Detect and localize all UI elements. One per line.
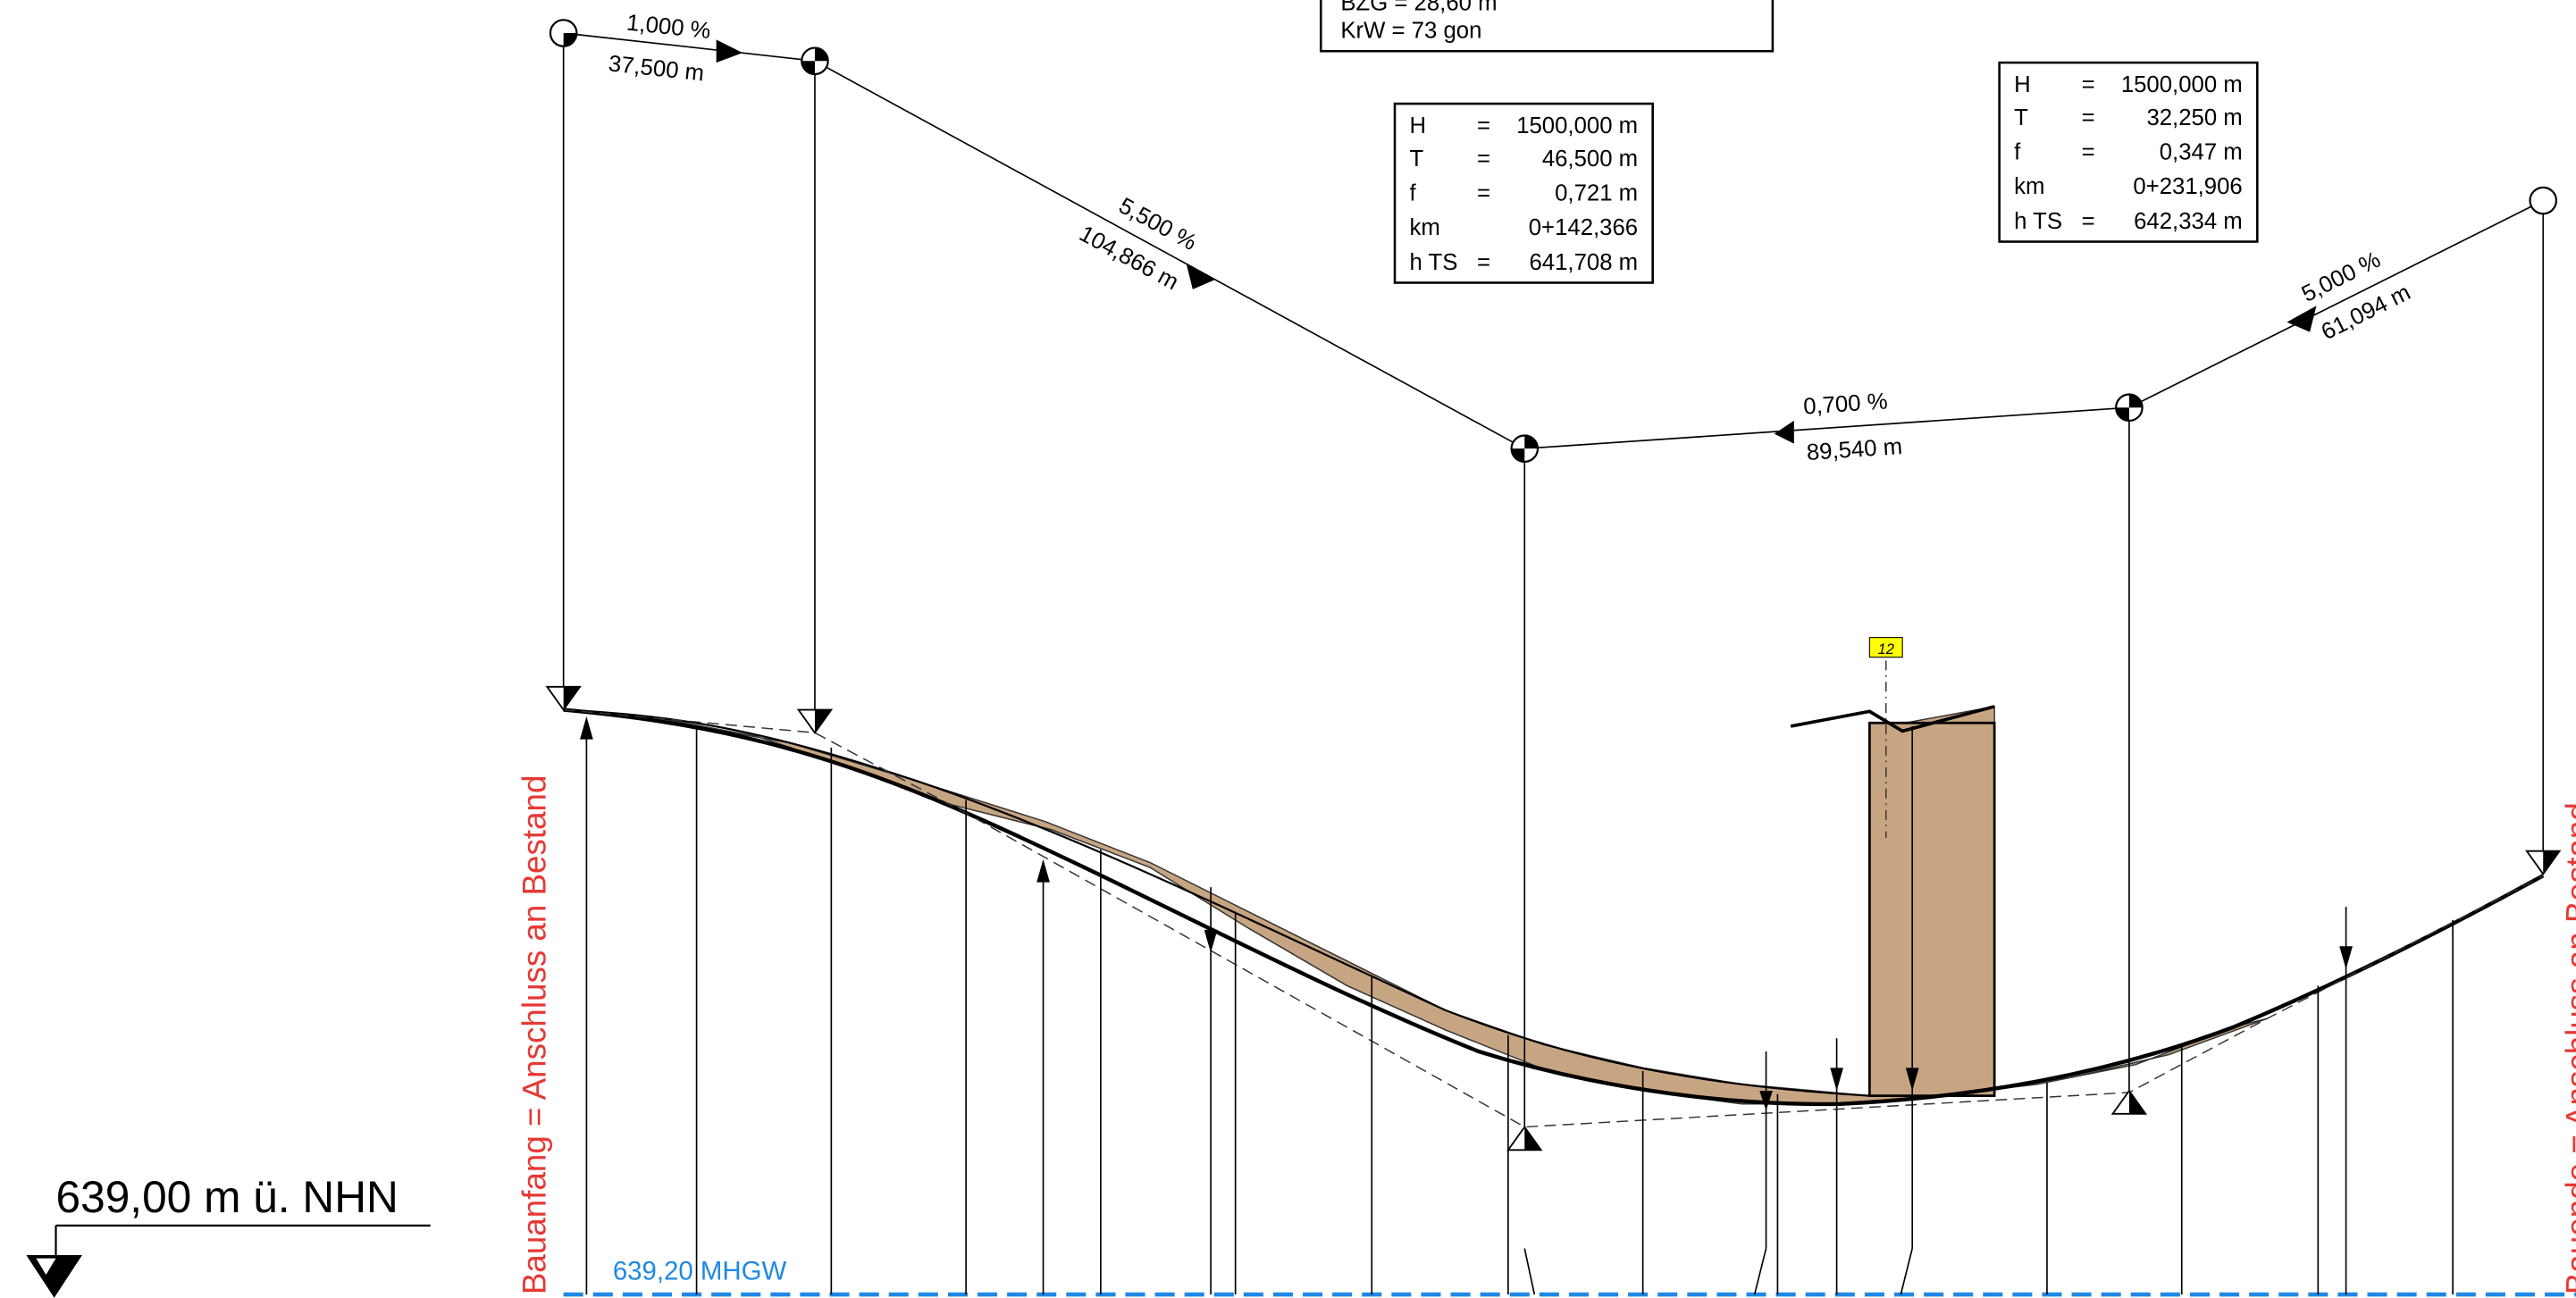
c1-key-0: H [1410,113,1427,138]
c1-val-3: 0+142,366 [1529,215,1638,240]
grade3-percent: 0,700 % [1802,389,1888,419]
c2-val-1: 32,250 m [2146,105,2242,130]
station-arrows [580,716,2353,1111]
curve-table-1: H T f km h TS = = = = 1500,000 m 46,500 … [1393,102,1654,284]
pvi-drop-lines [562,33,2545,1127]
grade1-percent: 1,000 % [625,10,712,44]
c2-key-2: f [2014,140,2021,165]
c2-eq-4: = [2082,209,2095,234]
datum-marker-icon [26,1254,82,1298]
pvi-point-1-icon [549,19,578,47]
c1-val-4: 641,708 m [1530,250,1639,275]
c1-eq-4: = [1477,250,1490,275]
pvi-drop-triangles [545,685,2562,1151]
c2-key-1: T [2014,105,2028,130]
pvi-point-2-icon [801,46,829,76]
info-box-top [1319,0,1775,53]
c2-eq-1: = [2082,105,2095,130]
c1-eq-2: = [1477,181,1490,206]
pvi-point-3-icon [1510,434,1540,463]
pvi-point-5-icon [2529,186,2558,215]
c2-val-4: 642,334 m [2134,209,2243,234]
curve-table-2: H T f km h TS = = = = 1500,000 m 32,250 … [1998,61,2259,243]
c2-val-3: 0+231,906 [2133,174,2242,199]
c1-key-2: f [1410,181,1417,206]
c1-key-4: h TS [1410,250,1458,275]
station-lines [585,723,2454,1295]
grade-arrows [716,39,2317,444]
c1-val-2: 0,721 m [1555,181,1638,206]
c1-eq-1: = [1477,147,1490,172]
c1-eq-0: = [1477,113,1490,138]
structure-top [1790,705,1995,733]
earthwork-fill [563,705,2268,1105]
grade1-length: 37,500 m [608,51,706,86]
water-level-label: 639,20 MHGW [613,1257,787,1286]
c2-eq-0: = [2082,72,2095,97]
c2-key-3: km [2014,174,2044,199]
grade3-length: 89,540 m [1806,434,1903,465]
c2-key-4: h TS [2014,209,2062,234]
pvi-point-4-icon [2115,393,2144,423]
c2-val-0: 1500,000 m [2121,72,2243,97]
info-top-line2: KrW = 73 gon [1340,19,1481,44]
datum-label: 639,00 m ü. NHN [56,1172,399,1222]
end-marker-label: Bauende = Anschluss an Bestand [2560,802,2576,1294]
datum-marker-notch [36,1258,56,1276]
c1-val-1: 46,500 m [1542,147,1638,172]
c2-key-0: H [2014,72,2031,97]
start-marker-label: Bauanfang = Anschluss an Bestand [516,775,552,1295]
c2-val-2: 0,347 m [2160,140,2243,165]
c2-eq-2: = [2082,140,2095,165]
pvi-symbols [549,19,2558,463]
structure-tag [1868,637,1903,658]
design-gradeline [563,708,2545,1107]
tangent-polygon [563,708,2544,1128]
pvi-half-fill-4 [2128,1091,2146,1114]
c1-key-1: T [1410,147,1424,172]
structure-body [1868,721,1996,1097]
c1-val-0: 1500,000 m [1516,113,1638,138]
info-top-line1: BZG = 28,60 m [1340,0,1497,15]
pvi-half-fill-1 [563,686,581,710]
existing-ground-line [563,708,1870,1097]
c1-key-3: km [1410,215,1440,240]
structure-tag-label: 12 [1878,641,1894,657]
